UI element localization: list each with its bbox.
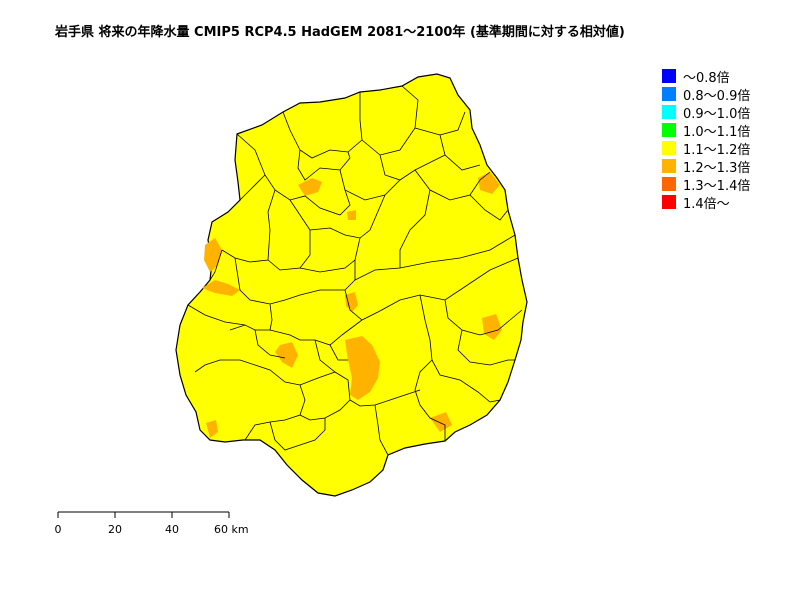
legend-label: 1.3〜1.4倍 — [683, 178, 751, 194]
legend-item: 0.8〜0.9倍 — [662, 85, 751, 104]
legend-item: 0.9〜1.0倍 — [662, 103, 751, 122]
legend-swatch — [662, 123, 676, 137]
legend-label: 0.9〜1.0倍 — [683, 106, 751, 122]
legend-label: 〜0.8倍 — [683, 70, 730, 86]
legend-label: 1.4倍〜 — [683, 196, 730, 212]
patch-west-2 — [202, 280, 240, 296]
scale-tick-label: 40 — [165, 523, 179, 536]
legend-item: 1.2〜1.3倍 — [662, 157, 751, 176]
legend-swatch — [662, 87, 676, 101]
legend-item: 1.4倍〜 — [662, 193, 750, 212]
legend-item: 1.1〜1.2倍 — [662, 139, 751, 158]
legend-label: 1.1〜1.2倍 — [683, 142, 751, 158]
patch-east-2 — [482, 314, 502, 340]
patch-center-2 — [345, 336, 380, 400]
patch-center-1 — [345, 292, 358, 312]
legend-swatch — [662, 141, 676, 155]
scale-tick-label: 60 km — [214, 523, 249, 536]
legend-label: 1.0〜1.1倍 — [683, 124, 751, 140]
patch-south-1 — [275, 342, 298, 368]
patch-north-2 — [347, 210, 356, 220]
legend-swatch — [662, 159, 676, 173]
scale-tick-label: 20 — [108, 523, 122, 536]
legend-swatch — [662, 177, 676, 191]
legend-label: 1.2〜1.3倍 — [683, 160, 751, 176]
legend-swatch — [662, 69, 676, 83]
legend-swatch — [662, 105, 676, 119]
class-1-2-to-1-3-patches — [202, 172, 502, 438]
patch-north-1 — [298, 178, 322, 196]
legend: 〜0.8倍 0.8〜0.9倍 0.9〜1.0倍 1.0〜1.1倍 1.1〜1.2… — [662, 67, 751, 212]
patch-east-3 — [430, 412, 452, 432]
municipal-boundaries — [187, 85, 523, 456]
legend-item: 1.0〜1.1倍 — [662, 121, 751, 140]
legend-item: 1.3〜1.4倍 — [662, 175, 751, 194]
legend-swatch — [662, 195, 676, 209]
patch-south-2 — [206, 420, 218, 438]
legend-label: 0.8〜0.9倍 — [683, 88, 751, 104]
legend-item: 〜0.8倍 — [662, 67, 750, 86]
map-title: 岩手県 将来の年降水量 CMIP5 RCP4.5 HadGEM 2081〜210… — [55, 25, 625, 40]
scale-tick-label: 0 — [55, 523, 62, 536]
